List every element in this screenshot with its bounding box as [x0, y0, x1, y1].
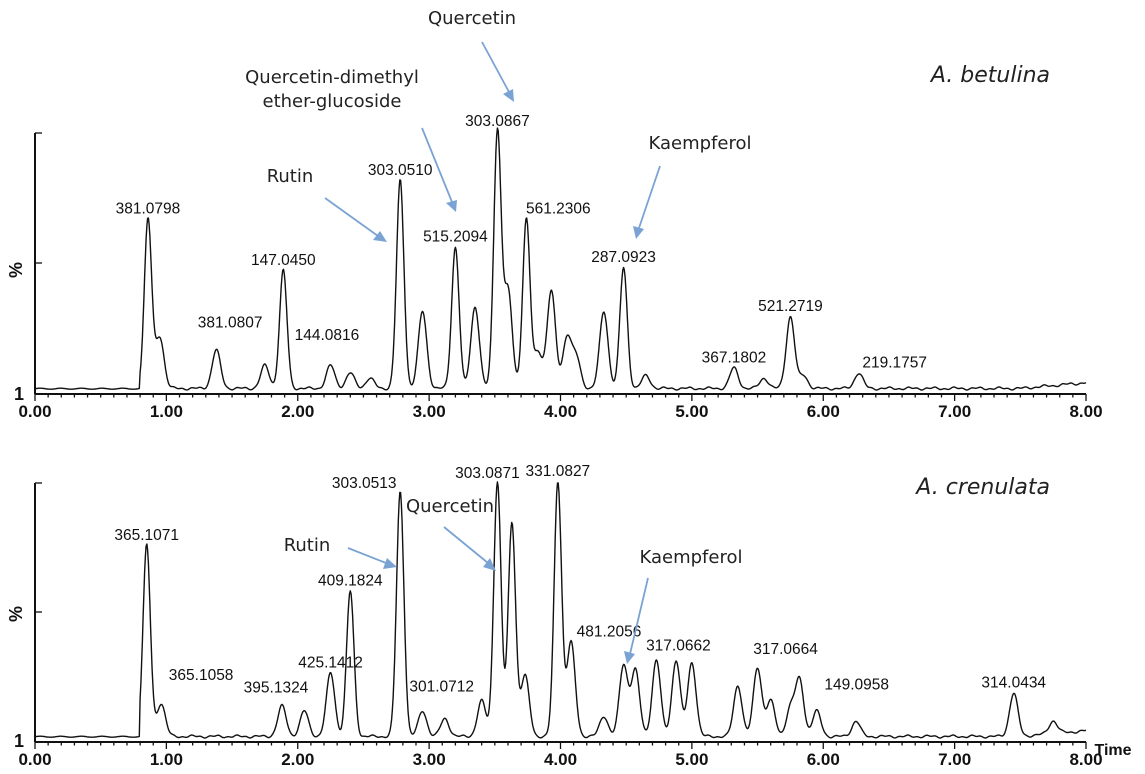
- panel-a-betulina: A. betulina % 1 0.00 1.00 2.00 3.00 4.00…: [6, 8, 1103, 421]
- annotation-quercetin-dimethyl: Quercetin-dimethyl: [245, 67, 419, 88]
- x-tick-label: 6.00: [807, 402, 840, 421]
- x-tick-label: 1.00: [150, 402, 183, 421]
- chromatogram-trace: [34, 481, 1087, 739]
- peak-label: 314.0434: [981, 675, 1046, 692]
- peak-label: 317.0664: [753, 641, 818, 658]
- peak-label: 521.2719: [758, 298, 823, 315]
- peak-label: 303.0871: [455, 465, 520, 482]
- arrowhead: [483, 558, 496, 571]
- x-tick-label: 6.00: [807, 750, 840, 769]
- peak-label: 287.0923: [591, 249, 656, 266]
- peak-label: 219.1757: [862, 355, 927, 372]
- peak-label: 561.2306: [526, 200, 591, 217]
- x-tick-label: 4.00: [544, 402, 577, 421]
- annotation-kaempferol: Kaempferol: [649, 133, 752, 154]
- peak-label: 367.1802: [702, 349, 767, 366]
- x-axis-label: Time: [1094, 742, 1131, 759]
- arrowhead: [446, 200, 457, 212]
- peak-label: 381.0807: [198, 315, 263, 332]
- x-tick-label: 7.00: [938, 402, 971, 421]
- annotation-arrow: [629, 577, 649, 655]
- y-axis-label: %: [6, 262, 26, 278]
- annotation-rutin: Rutin: [267, 166, 314, 187]
- chromatogram-trace: [34, 127, 1087, 391]
- annotation-arrow: [347, 547, 387, 564]
- panel-title: A. crenulata: [914, 475, 1050, 500]
- arrowhead: [633, 226, 644, 239]
- peak-labels: 365.1071 365.1058 395.1324 425.1412 409.…: [114, 463, 1046, 696]
- peak-label: 381.0798: [116, 200, 181, 217]
- annotation-kaempferol: Kaempferol: [640, 547, 743, 568]
- annotation-arrow: [481, 41, 510, 93]
- arrowhead: [503, 89, 514, 102]
- x-tick-label: 5.00: [675, 750, 708, 769]
- annotation-ether-glucoside: ether-glucoside: [263, 91, 402, 112]
- x-tick-label: 0.00: [18, 750, 51, 769]
- panel-title: A. betulina: [929, 63, 1050, 88]
- x-tick-labels: 0.00 1.00 2.00 3.00 4.00 5.00 6.00 7.00 …: [18, 402, 1102, 421]
- annotation-arrow: [324, 197, 379, 237]
- peak-label: 481.2056: [577, 624, 642, 641]
- x-tick-label: 2.00: [281, 402, 314, 421]
- panel-a-crenulata: A. crenulata % 1 0.00 1.00 2.00 3.00 4.0…: [6, 463, 1132, 769]
- x-tick-label: 3.00: [413, 402, 446, 421]
- compound-annotations: Rutin Quercetin Kaempferol: [284, 496, 743, 664]
- annotation-arrow: [443, 526, 489, 564]
- y-axis-label: %: [6, 606, 26, 622]
- peak-label: 144.0816: [295, 327, 360, 344]
- x-tick-label: 1.00: [150, 750, 183, 769]
- peak-label: 317.0662: [646, 638, 711, 655]
- x-tick-labels: 0.00 1.00 2.00 3.00 4.00 5.00 6.00 7.00 …: [18, 750, 1102, 769]
- annotation-quercetin: Quercetin: [428, 8, 516, 29]
- peak-labels: 381.0798 381.0807 147.0450 144.0816 303.…: [116, 113, 927, 372]
- peak-label: 365.1058: [169, 667, 234, 684]
- arrowhead: [624, 651, 635, 664]
- compound-annotations: Quercetin Quercetin-dimethyl ether-gluco…: [245, 8, 751, 242]
- peak-label: 395.1324: [244, 679, 309, 696]
- x-tick-label: 4.00: [544, 750, 577, 769]
- peak-label: 331.0827: [526, 463, 591, 480]
- x-tick-label: 8.00: [1069, 402, 1102, 421]
- x-tick-label: 7.00: [938, 750, 971, 769]
- x-ticks: [34, 742, 1087, 749]
- arrowhead: [373, 231, 387, 242]
- peak-label: 149.0958: [824, 677, 889, 694]
- x-tick-label: 8.00: [1069, 750, 1102, 769]
- peak-label: 303.0867: [465, 113, 530, 130]
- x-ticks: [34, 394, 1087, 401]
- y-min-label: 1: [14, 384, 24, 404]
- peak-label: 365.1071: [114, 527, 179, 544]
- x-tick-label: 0.00: [18, 402, 51, 421]
- annotation-rutin: Rutin: [284, 535, 331, 556]
- peak-label: 303.0510: [368, 162, 433, 179]
- peak-label: 515.2094: [423, 229, 488, 246]
- peak-label: 409.1824: [318, 573, 383, 590]
- arrowhead: [383, 558, 397, 569]
- peak-label: 303.0513: [332, 475, 397, 492]
- x-tick-label: 3.00: [413, 750, 446, 769]
- y-min-label: 1: [14, 731, 24, 751]
- peak-label: 147.0450: [251, 252, 316, 269]
- annotation-arrow: [421, 127, 453, 203]
- annotation-quercetin: Quercetin: [406, 496, 494, 517]
- annotation-arrow: [638, 165, 661, 229]
- peak-label: 425.1412: [298, 654, 363, 671]
- x-tick-label: 5.00: [675, 402, 708, 421]
- x-tick-label: 2.00: [281, 750, 314, 769]
- peak-label: 301.0712: [409, 678, 474, 695]
